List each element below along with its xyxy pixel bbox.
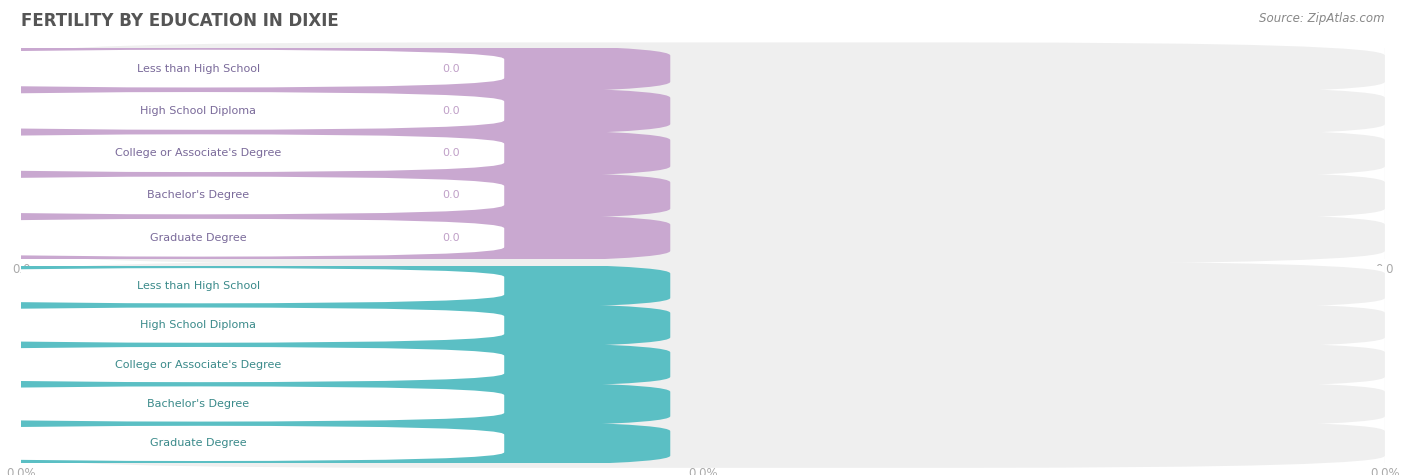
FancyBboxPatch shape — [0, 169, 671, 222]
Text: Source: ZipAtlas.com: Source: ZipAtlas.com — [1260, 12, 1385, 25]
Text: Bachelor's Degree: Bachelor's Degree — [148, 190, 249, 200]
FancyBboxPatch shape — [0, 177, 505, 214]
FancyBboxPatch shape — [0, 426, 505, 461]
FancyBboxPatch shape — [0, 134, 505, 172]
FancyBboxPatch shape — [0, 50, 505, 87]
FancyBboxPatch shape — [0, 42, 671, 95]
FancyBboxPatch shape — [0, 347, 505, 382]
Text: FERTILITY BY EDUCATION IN DIXIE: FERTILITY BY EDUCATION IN DIXIE — [21, 12, 339, 30]
FancyBboxPatch shape — [0, 307, 505, 343]
FancyBboxPatch shape — [0, 261, 671, 310]
Text: 0.0%: 0.0% — [432, 320, 460, 330]
Text: Graduate Degree: Graduate Degree — [150, 438, 247, 448]
Text: 0.0: 0.0 — [443, 64, 460, 74]
FancyBboxPatch shape — [21, 127, 1385, 180]
FancyBboxPatch shape — [0, 211, 671, 264]
FancyBboxPatch shape — [21, 301, 1385, 350]
Text: 0.0%: 0.0% — [432, 360, 460, 370]
FancyBboxPatch shape — [21, 419, 1385, 468]
FancyBboxPatch shape — [0, 85, 671, 137]
FancyBboxPatch shape — [21, 261, 1385, 310]
Text: 0.0%: 0.0% — [432, 438, 460, 448]
Text: Less than High School: Less than High School — [136, 281, 260, 291]
FancyBboxPatch shape — [0, 268, 505, 304]
Text: College or Associate's Degree: College or Associate's Degree — [115, 148, 281, 158]
Text: Bachelor's Degree: Bachelor's Degree — [148, 399, 249, 409]
Text: High School Diploma: High School Diploma — [141, 320, 256, 330]
FancyBboxPatch shape — [0, 219, 505, 256]
Text: 0.0%: 0.0% — [432, 399, 460, 409]
FancyBboxPatch shape — [21, 380, 1385, 428]
FancyBboxPatch shape — [21, 42, 1385, 95]
Text: 0.0: 0.0 — [443, 106, 460, 116]
FancyBboxPatch shape — [0, 419, 671, 468]
Text: Graduate Degree: Graduate Degree — [150, 233, 247, 243]
FancyBboxPatch shape — [0, 386, 505, 422]
FancyBboxPatch shape — [0, 340, 671, 389]
FancyBboxPatch shape — [0, 380, 671, 428]
FancyBboxPatch shape — [21, 169, 1385, 222]
FancyBboxPatch shape — [0, 92, 505, 130]
FancyBboxPatch shape — [21, 85, 1385, 137]
FancyBboxPatch shape — [0, 127, 671, 180]
FancyBboxPatch shape — [21, 211, 1385, 264]
Text: 0.0: 0.0 — [443, 190, 460, 200]
Text: Less than High School: Less than High School — [136, 64, 260, 74]
Text: 0.0: 0.0 — [443, 233, 460, 243]
Text: 0.0%: 0.0% — [432, 281, 460, 291]
Text: College or Associate's Degree: College or Associate's Degree — [115, 360, 281, 370]
Text: 0.0: 0.0 — [443, 148, 460, 158]
Text: High School Diploma: High School Diploma — [141, 106, 256, 116]
FancyBboxPatch shape — [21, 340, 1385, 389]
FancyBboxPatch shape — [0, 301, 671, 350]
